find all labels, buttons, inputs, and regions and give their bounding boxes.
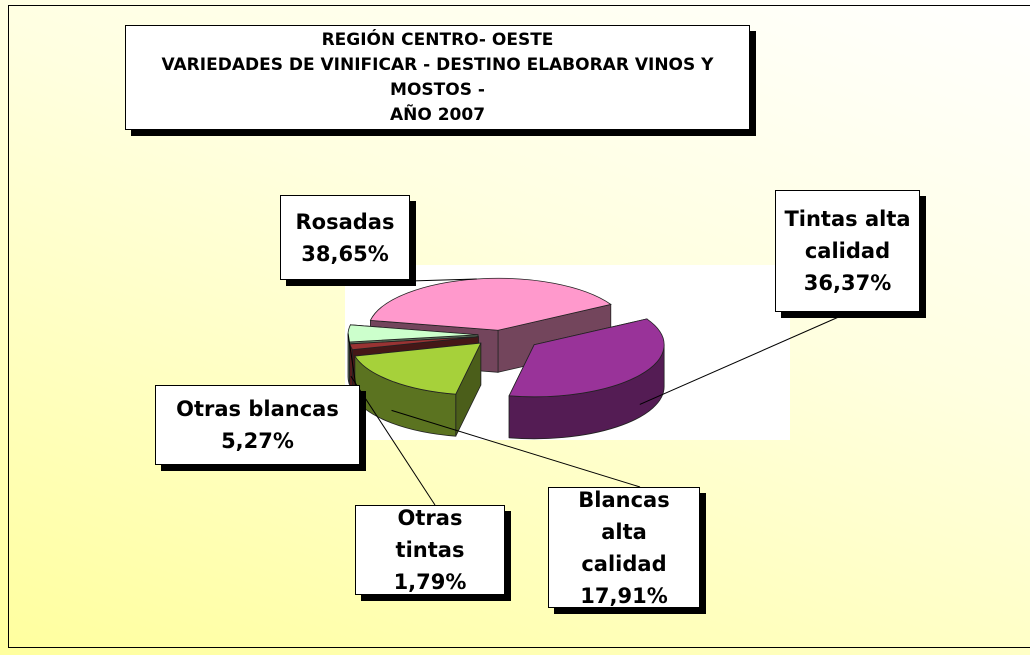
data-label-box: Otras blancas 5,27% — [155, 385, 360, 465]
leader-line — [344, 278, 477, 284]
data-label: Otras blancas — [176, 397, 339, 421]
slice — [508, 318, 665, 440]
frame — [8, 5, 1030, 648]
data-label-box: Rosadas 38,65% — [280, 195, 410, 280]
data-label: 17,91% — [580, 583, 668, 608]
data-label: 5,27% — [221, 429, 294, 453]
data-label-box: Tintas alta calidad 36,37% — [775, 190, 920, 312]
data-label-box: Otras tintas 1,79% — [355, 505, 505, 595]
leader-line — [350, 375, 436, 506]
title-box: REGIÓN CENTRO- OESTE VARIEDADES DE VINIF… — [125, 25, 750, 130]
data-label: 1,79% — [393, 570, 467, 594]
data-label: Tintas alta calidad — [784, 207, 911, 263]
chart-title: VARIEDADES DE VINIFICAR - DESTINO ELABOR… — [161, 54, 714, 100]
chart-title: AÑO 2007 — [389, 104, 486, 125]
leader-line — [391, 409, 641, 488]
leader-line — [639, 311, 851, 405]
data-label: Otras tintas — [395, 506, 465, 562]
data-label: Blancas alta calidad — [578, 487, 670, 576]
slice — [508, 318, 665, 398]
slice — [354, 342, 482, 395]
slice — [369, 277, 612, 331]
slice — [354, 342, 482, 437]
data-label: 36,37% — [803, 271, 892, 295]
data-label: 38,65% — [301, 241, 389, 266]
data-label-box: Blancas alta calidad 17,91% — [548, 487, 700, 608]
data-label: Rosadas — [295, 209, 395, 234]
chart-title: REGIÓN CENTRO- OESTE — [321, 29, 554, 50]
